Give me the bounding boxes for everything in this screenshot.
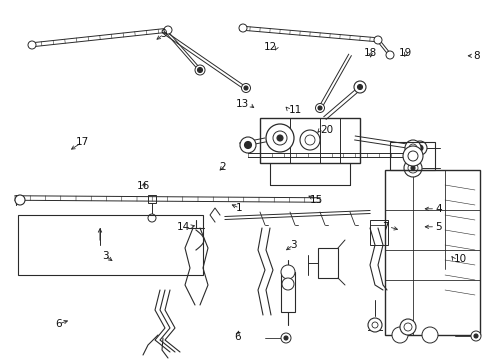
Bar <box>389 142 434 170</box>
Text: 16: 16 <box>136 181 150 192</box>
Circle shape <box>315 104 324 112</box>
Circle shape <box>410 166 414 170</box>
Text: 13: 13 <box>236 99 249 109</box>
Bar <box>148 195 156 203</box>
Circle shape <box>402 146 422 166</box>
Circle shape <box>282 278 293 290</box>
Circle shape <box>412 141 426 155</box>
Circle shape <box>28 41 36 49</box>
Circle shape <box>240 137 256 153</box>
Bar <box>384 170 479 335</box>
Text: 15: 15 <box>309 195 323 205</box>
Bar <box>317 248 337 278</box>
Circle shape <box>241 84 250 93</box>
Circle shape <box>281 265 294 279</box>
Circle shape <box>163 26 172 34</box>
Text: 20: 20 <box>320 125 333 135</box>
Text: 5: 5 <box>434 222 441 232</box>
Circle shape <box>403 323 411 331</box>
Circle shape <box>399 319 415 335</box>
Circle shape <box>239 24 246 32</box>
Text: 6: 6 <box>55 319 62 329</box>
Bar <box>260 118 359 163</box>
Text: 3: 3 <box>289 240 296 250</box>
Circle shape <box>407 151 417 161</box>
Circle shape <box>265 124 293 152</box>
Circle shape <box>421 327 437 343</box>
Circle shape <box>408 144 416 152</box>
Circle shape <box>244 141 251 148</box>
Text: 10: 10 <box>453 254 466 264</box>
Circle shape <box>195 65 204 75</box>
Circle shape <box>284 336 287 340</box>
Circle shape <box>470 331 480 341</box>
Text: 12: 12 <box>263 42 276 52</box>
Bar <box>18 215 203 275</box>
Circle shape <box>409 150 419 160</box>
Circle shape <box>403 159 421 177</box>
Text: 14: 14 <box>176 222 189 232</box>
Circle shape <box>404 140 420 156</box>
Text: 18: 18 <box>363 48 377 58</box>
Text: 7: 7 <box>381 222 388 232</box>
Circle shape <box>367 318 381 332</box>
Bar <box>281 272 294 312</box>
Text: 3: 3 <box>102 251 108 261</box>
Circle shape <box>317 106 321 110</box>
Text: 19: 19 <box>398 48 412 58</box>
Circle shape <box>373 36 381 44</box>
Circle shape <box>305 135 314 145</box>
Text: 2: 2 <box>219 162 225 172</box>
Text: 1: 1 <box>236 203 243 213</box>
Circle shape <box>371 322 377 328</box>
Circle shape <box>299 130 319 150</box>
Text: 8: 8 <box>472 51 479 61</box>
Circle shape <box>281 333 290 343</box>
Circle shape <box>276 135 283 141</box>
Circle shape <box>197 68 202 72</box>
Circle shape <box>357 85 362 90</box>
Circle shape <box>353 81 365 93</box>
Circle shape <box>272 131 286 145</box>
Text: 4: 4 <box>434 204 441 214</box>
Circle shape <box>391 327 407 343</box>
Circle shape <box>15 195 25 205</box>
Bar <box>369 220 387 245</box>
Text: 17: 17 <box>75 137 89 147</box>
Text: 11: 11 <box>288 105 301 115</box>
Circle shape <box>416 145 422 151</box>
Text: 9: 9 <box>160 29 167 39</box>
Circle shape <box>407 163 417 173</box>
Circle shape <box>473 334 477 338</box>
Circle shape <box>244 86 247 90</box>
Circle shape <box>385 51 393 59</box>
Circle shape <box>148 214 156 222</box>
Text: 6: 6 <box>233 332 240 342</box>
